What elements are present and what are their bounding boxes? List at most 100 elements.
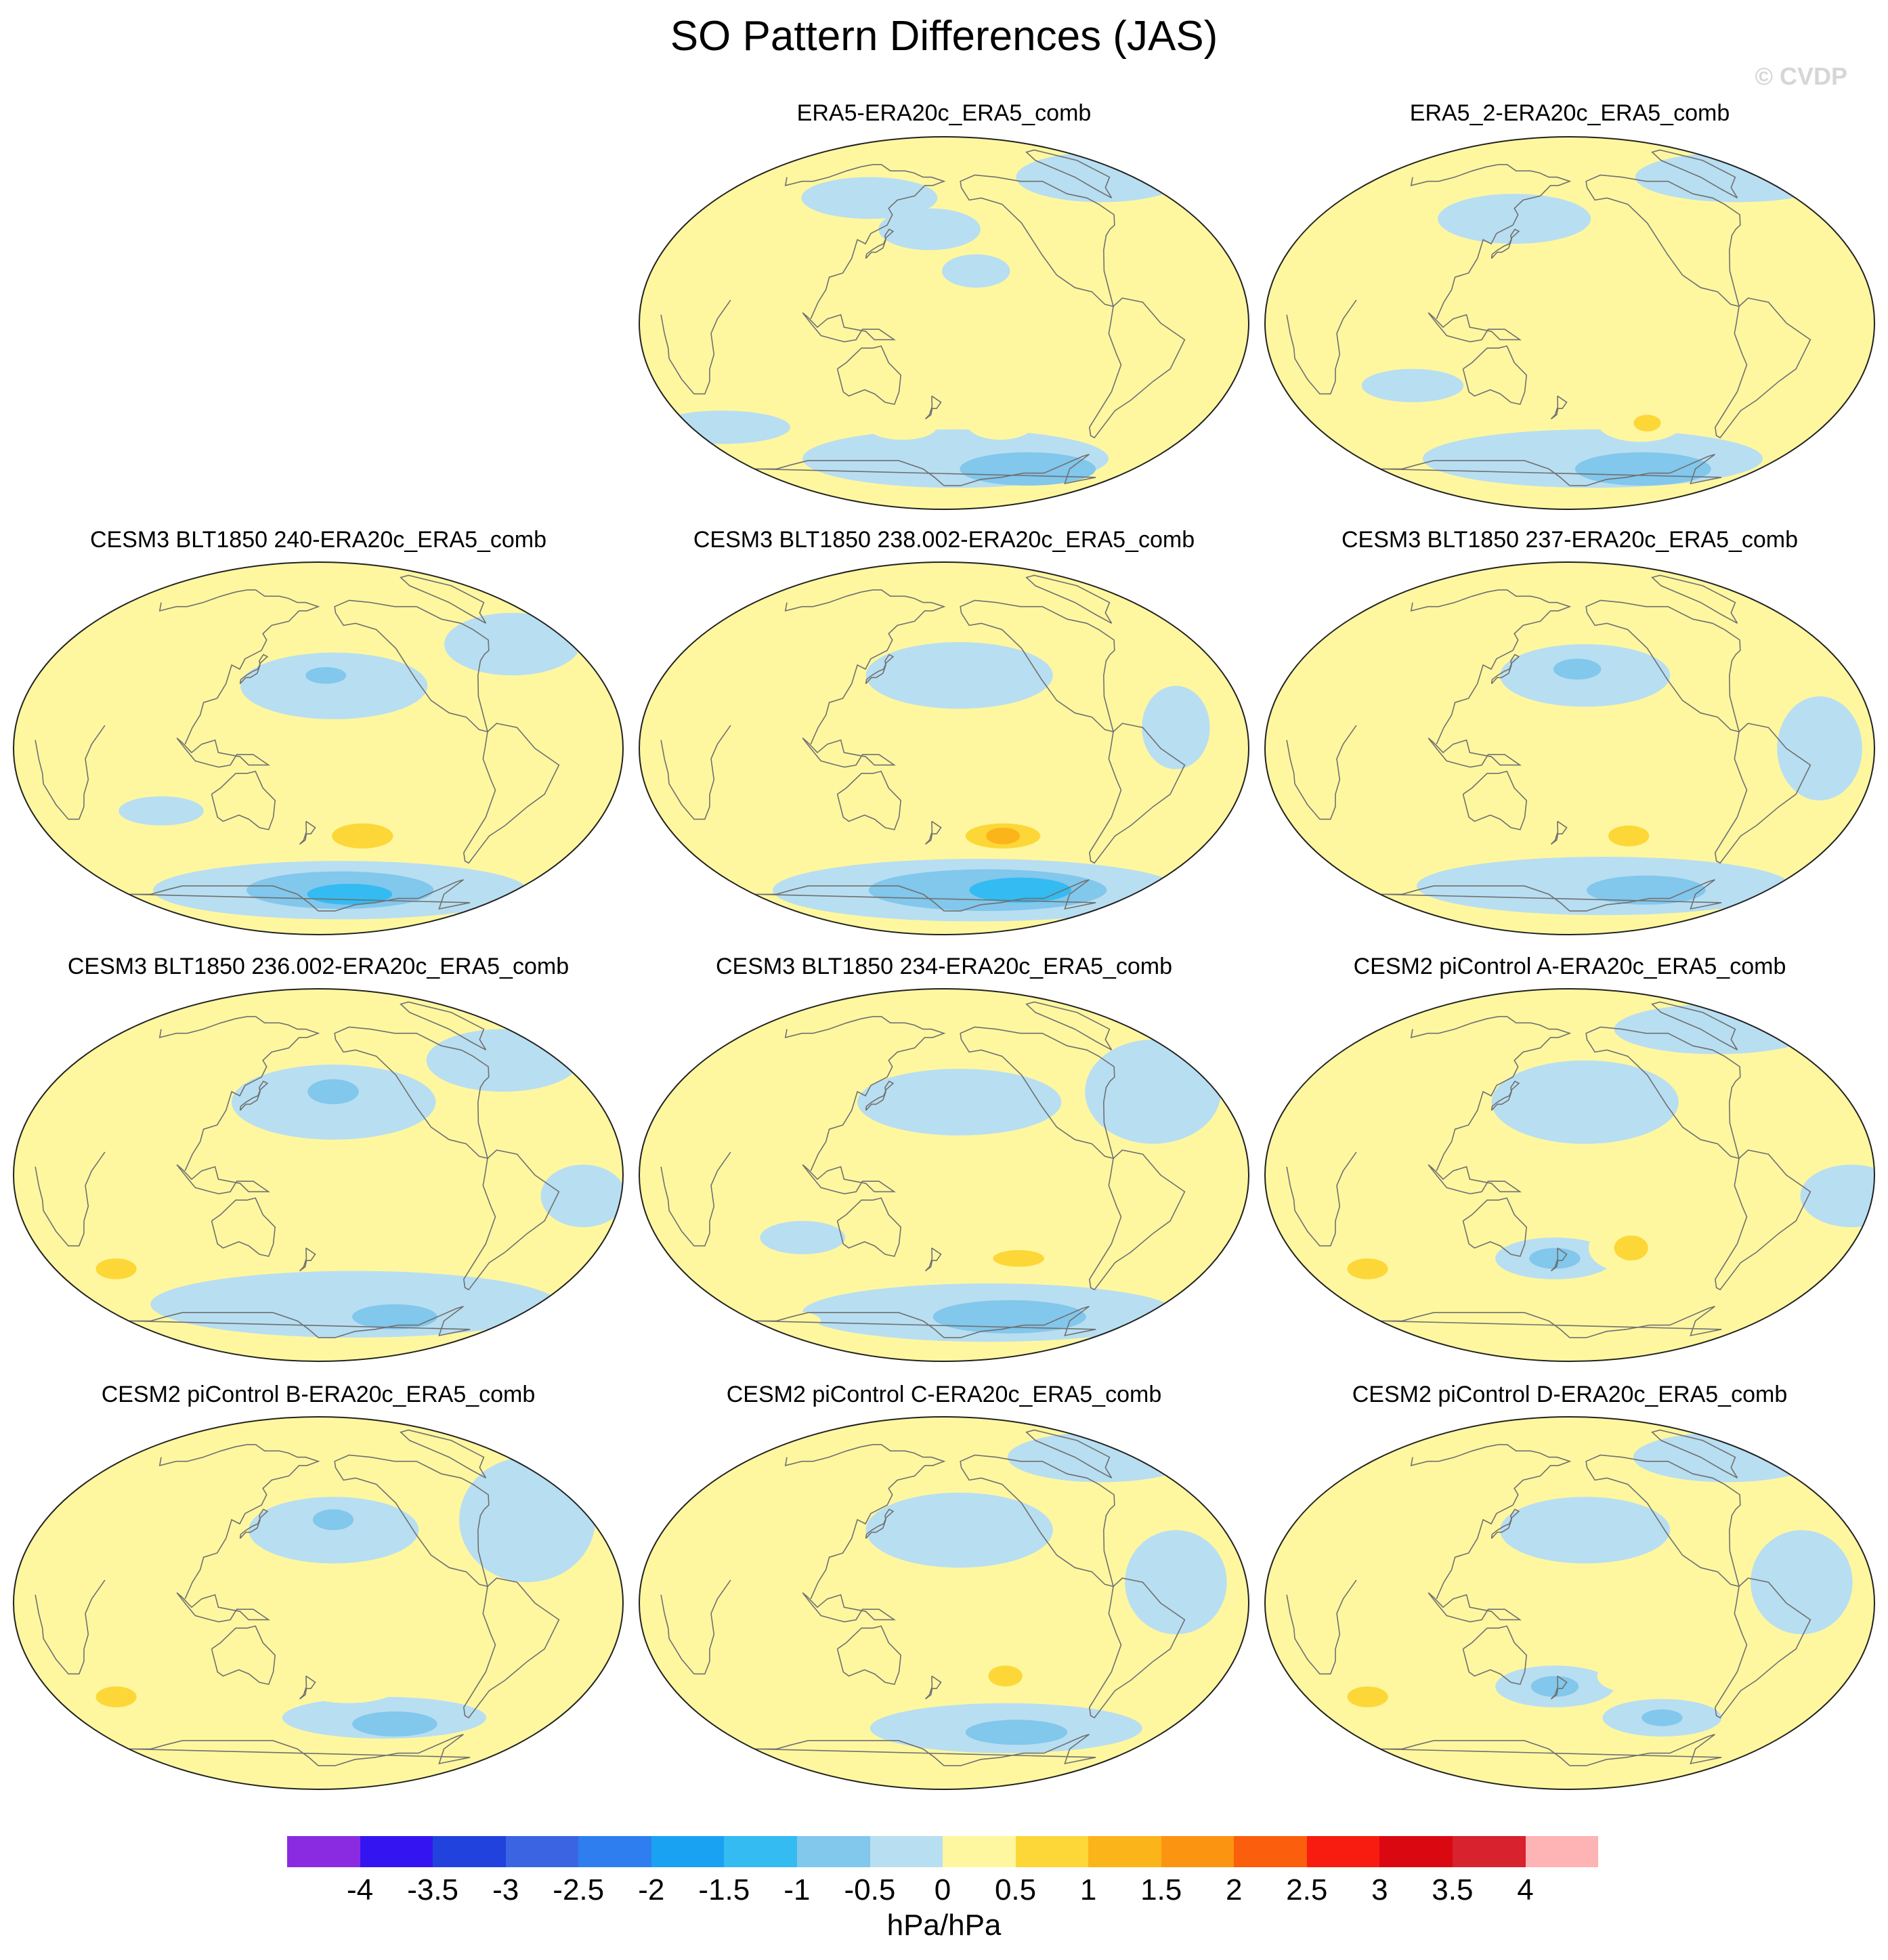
negative-anomaly [1491, 1060, 1679, 1144]
panel-title: CESM3 BLT1850 240-ERA20c_ERA5_comb [89, 527, 547, 553]
coastline-japan [1490, 654, 1520, 685]
coastline-asia [784, 589, 946, 745]
colorbar-tick-label: 0 [934, 1873, 951, 1906]
negative-anomaly [857, 1069, 1062, 1136]
map-content [639, 562, 1249, 935]
negative-anomaly [1553, 658, 1602, 680]
map-panel [1264, 988, 1875, 1362]
map-content [14, 989, 623, 1361]
panel-title: CESM2 piControl B-ERA20c_ERA5_comb [101, 1382, 536, 1407]
colorbar-tick-label: 4 [1517, 1873, 1534, 1906]
positive-anomaly [70, 832, 172, 866]
positive-anomaly [1633, 414, 1661, 431]
coastline-asia [1410, 589, 1572, 745]
negative-anomaly [801, 177, 938, 219]
map-outline [639, 1416, 1249, 1790]
colorbar-cell [796, 1836, 870, 1867]
coastline-south-america [1088, 1149, 1186, 1291]
negative-anomaly [307, 1079, 359, 1105]
coastline-indonesia [802, 1164, 897, 1195]
coastline-greenland [1651, 1429, 1738, 1479]
colorbar-cell [578, 1836, 651, 1867]
coastline-north-america [334, 1454, 490, 1588]
coastline-greenland [1651, 1001, 1738, 1051]
coastline-new-zealand [1550, 821, 1568, 845]
colorbar-tick-label: 1.5 [1140, 1873, 1182, 1906]
coastline-asia [784, 1444, 946, 1600]
coastline-greenland [1025, 1001, 1113, 1051]
coastline-japan [239, 1508, 269, 1539]
coastline-australia [1462, 345, 1528, 405]
coastline-south-america [1714, 1577, 1811, 1719]
coastline-indonesia [176, 737, 271, 768]
coastline-greenland [1025, 574, 1113, 624]
colorbar-tick-label: -1 [784, 1873, 811, 1906]
negative-anomaly [932, 1300, 1086, 1334]
colorbar-cell [1161, 1836, 1235, 1867]
coastline-asia [1410, 1444, 1572, 1600]
coastline-australia [1462, 770, 1528, 830]
coastline-africa [35, 1151, 106, 1247]
panel-title: CESM2 piControl D-ERA20c_ERA5_comb [1352, 1382, 1788, 1407]
coastline-new-zealand [1550, 396, 1568, 420]
positive-anomaly [677, 828, 779, 857]
negative-anomaly [965, 1720, 1068, 1745]
coastline-south-america [463, 723, 560, 864]
coastline-north-america [960, 1454, 1115, 1588]
colorbar-tick-label: -3.5 [407, 1873, 459, 1906]
coastline-new-zealand [924, 821, 942, 845]
coastline-australia [211, 1197, 276, 1257]
positive-anomaly [1333, 830, 1402, 855]
coastline-new-zealand [299, 1248, 316, 1272]
coastline-new-zealand [299, 821, 316, 845]
negative-anomaly [654, 410, 790, 444]
positive-anomaly [95, 1258, 137, 1279]
coastline-indonesia [802, 312, 897, 343]
panel-title: CESM3 BLT1850 237-ERA20c_ERA5_comb [1341, 527, 1799, 553]
negative-anomaly [119, 796, 204, 826]
map-content [639, 137, 1249, 509]
coastline-north-america [1585, 174, 1741, 307]
coastline-africa [1286, 1579, 1357, 1675]
coastline-asia [1410, 1016, 1572, 1172]
coastline-asia [784, 1016, 946, 1172]
coastline-asia [158, 589, 320, 745]
negative-anomaly [760, 1220, 845, 1254]
coastline-australia [1462, 1625, 1528, 1685]
coastline-greenland [1651, 149, 1738, 199]
coastline-new-zealand [1550, 1248, 1568, 1272]
negative-anomaly [1361, 368, 1464, 402]
positive-anomaly [834, 571, 902, 593]
coastline-australia [836, 1197, 902, 1257]
positive-anomaly [1347, 1686, 1388, 1707]
positive-anomaly [332, 823, 393, 849]
panel-title: CESM3 BLT1850 234-ERA20c_ERA5_comb [715, 954, 1173, 979]
coastline-indonesia [1428, 737, 1522, 768]
coastline-north-america [960, 174, 1115, 307]
coastline-greenland [1025, 1429, 1113, 1479]
map-outline [639, 136, 1249, 510]
coastline-africa [1286, 1151, 1357, 1247]
coastline-north-america [1585, 599, 1741, 733]
negative-anomaly [1530, 1676, 1579, 1697]
coastline-antarctica [1381, 1306, 1722, 1338]
coastline-south-america [463, 1577, 560, 1719]
negative-anomaly [1633, 1432, 1821, 1483]
panel-title: CESM2 piControl A-ERA20c_ERA5_comb [1353, 954, 1786, 979]
colorbar-cell [505, 1836, 579, 1867]
negative-anomaly [865, 642, 1053, 709]
positive-anomaly [1010, 573, 1078, 599]
map-outline [1264, 136, 1875, 510]
map-outline [1264, 1416, 1875, 1790]
negative-anomaly [249, 1497, 419, 1564]
coastline-south-america [1088, 1577, 1186, 1719]
negative-anomaly [1438, 194, 1591, 244]
negative-anomaly [305, 667, 347, 684]
coastline-north-america [960, 599, 1115, 733]
panel-title: CESM3 BLT1850 236.002-ERA20c_ERA5_comb [67, 954, 570, 979]
negative-anomaly [1751, 1530, 1853, 1635]
coastline-japan [239, 1080, 269, 1111]
colorbar-units: hPa/hPa [886, 1909, 1002, 1942]
map-panel [639, 561, 1249, 935]
